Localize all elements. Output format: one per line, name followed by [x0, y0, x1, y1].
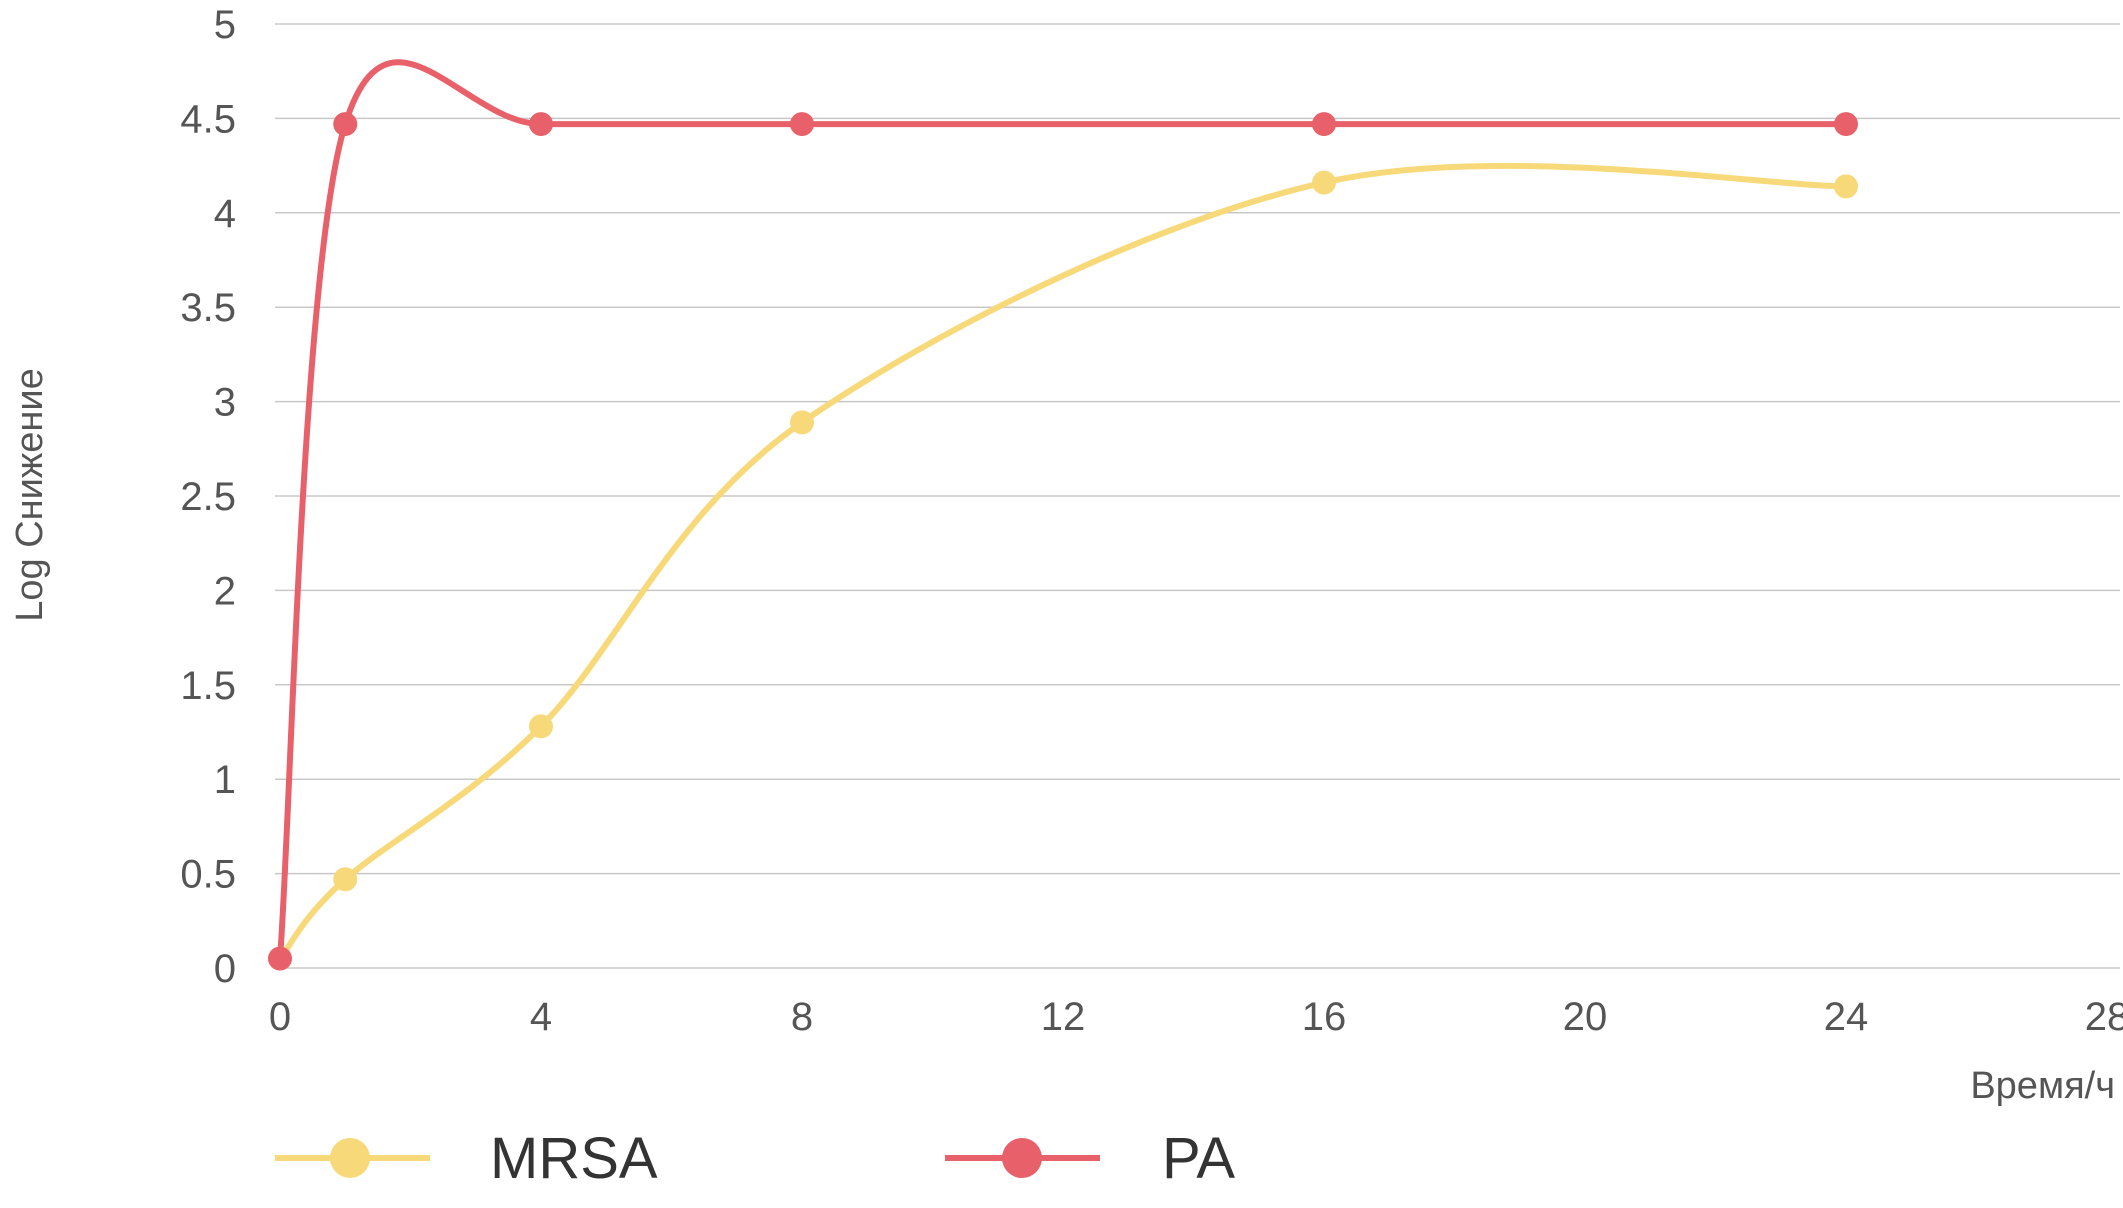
x-axis-ticks: 0 4 8 12 16 20 24 28: [269, 995, 2123, 1039]
legend-swatch-dot: [330, 1138, 370, 1178]
y-tick-label: 2: [214, 569, 236, 613]
series-lines: [277, 59, 1849, 962]
x-tick-label: 12: [1041, 995, 1086, 1039]
series-line-pa: [277, 59, 1849, 962]
series-line-mrsa: [277, 162, 1849, 962]
data-point-mrsa: [333, 867, 358, 892]
y-tick-label: 2.5: [180, 475, 236, 519]
data-point-pa: [268, 946, 292, 971]
data-point-mrsa: [1312, 170, 1336, 195]
data-point-mrsa: [1834, 174, 1858, 199]
data-point-pa: [790, 112, 814, 137]
data-point-pa: [1312, 112, 1336, 137]
y-tick-label: 3: [214, 381, 236, 425]
legend-label: MRSA: [490, 1126, 658, 1191]
data-point-mrsa: [529, 714, 553, 739]
y-tick-label: 5: [214, 3, 236, 47]
x-tick-label: 4: [530, 995, 552, 1039]
y-tick-label: 1.5: [180, 664, 236, 708]
y-tick-label: 4: [214, 192, 236, 236]
data-point-pa: [1834, 112, 1858, 137]
legend-label: PA: [1162, 1126, 1235, 1191]
legend: MRSA PA: [275, 1126, 1235, 1191]
y-axis-label: Log Снижение: [9, 368, 51, 622]
data-point-pa: [529, 112, 553, 137]
y-axis-ticks: 0 0.5 1 1.5 2 2.5 3 3.5 4 4.5 5: [180, 3, 236, 991]
x-axis-label: Время/ч: [1970, 1065, 2115, 1107]
x-tick-label: 16: [1302, 995, 1347, 1039]
series-points: [268, 112, 1858, 971]
y-tick-label: 0: [214, 947, 236, 991]
x-tick-label: 0: [269, 995, 291, 1039]
x-tick-label: 24: [1824, 995, 1869, 1039]
x-tick-label: 28: [2085, 995, 2123, 1039]
x-tick-label: 8: [791, 995, 813, 1039]
y-tick-label: 4.5: [180, 97, 236, 141]
grid-lines: [275, 23, 2120, 969]
legend-swatch-dot: [1002, 1138, 1042, 1178]
data-point-mrsa: [790, 410, 814, 435]
y-tick-label: 1: [214, 758, 236, 802]
legend-item-pa: PA: [945, 1126, 1235, 1191]
x-tick-label: 20: [1563, 995, 1608, 1039]
y-tick-label: 0.5: [180, 853, 236, 897]
legend-item-mrsa: MRSA: [275, 1126, 658, 1191]
data-point-pa: [333, 112, 358, 137]
y-tick-label: 3.5: [180, 286, 236, 330]
